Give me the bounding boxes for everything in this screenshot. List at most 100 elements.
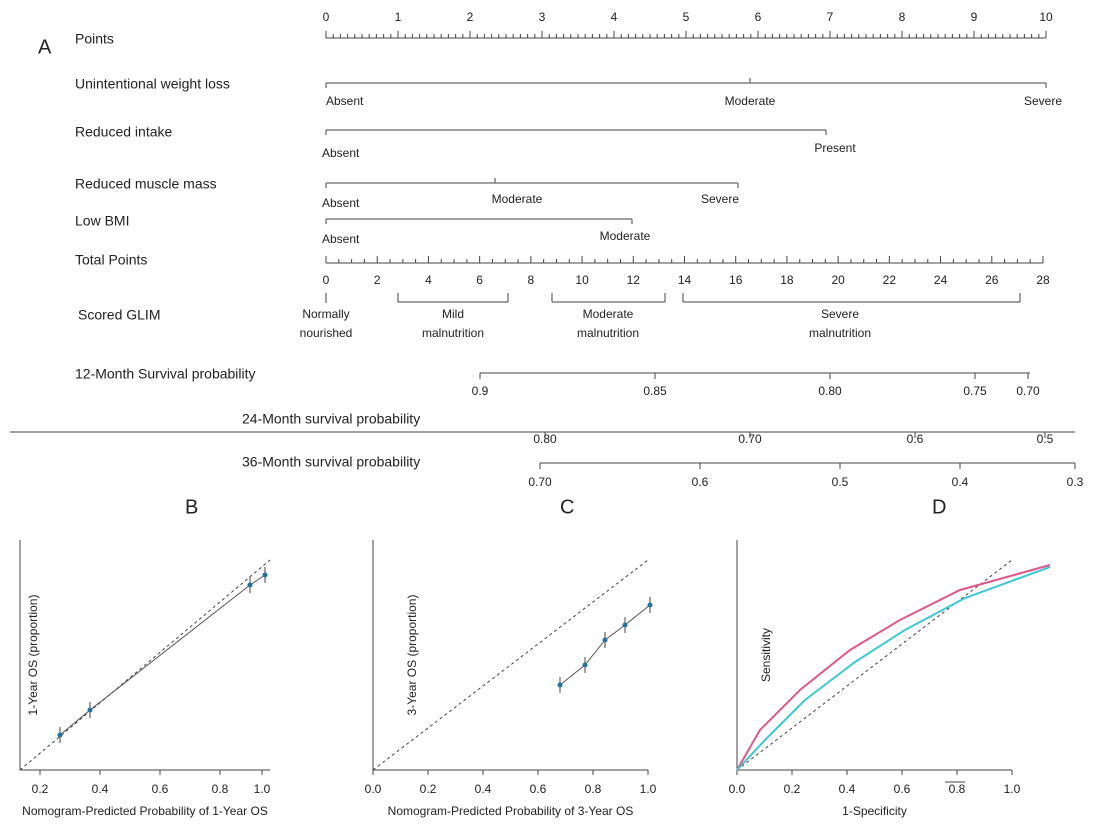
calibration-point	[648, 603, 653, 608]
tick-label: 0.6	[152, 782, 169, 796]
tick-label: 6	[476, 273, 483, 287]
page: {"panel_a": {"label": "A", "points": {"l…	[0, 0, 1105, 827]
tick-label: 0.70	[1016, 384, 1040, 398]
y-axis-title: 1-Year OS (proportion)	[26, 595, 40, 716]
tick-label: 0.0	[729, 782, 746, 796]
calibration-point	[558, 683, 563, 688]
reference-line	[20, 560, 270, 770]
row-label: 36-Month survival probability	[242, 454, 420, 470]
tick-label: 0.3	[1067, 475, 1084, 489]
tick-label: 0.6	[530, 782, 547, 796]
y-axis-title: 3-Year OS (proportion)	[405, 595, 419, 716]
x-axis-title: 1-Specificity	[842, 804, 907, 818]
panel-label: D	[932, 496, 946, 518]
tick-label: 0	[323, 10, 330, 24]
calibration-point	[623, 623, 628, 628]
tick-label: 0.8	[949, 782, 966, 796]
roc-curve	[737, 567, 1050, 770]
panel-label: C	[560, 496, 574, 518]
tick-label: 0.5	[1037, 432, 1054, 446]
tick-label: 0.6	[692, 475, 709, 489]
tick-label: 2	[467, 10, 474, 24]
tick-label: 1.0	[640, 782, 657, 796]
row-label: Points	[75, 31, 114, 47]
tick-label: 8	[899, 10, 906, 24]
tick-label: 0.5	[832, 475, 849, 489]
tick-label: 0.8	[212, 782, 229, 796]
level-label: Moderate	[600, 229, 651, 243]
tick-label: 0.0	[365, 782, 382, 796]
level-label: Absent	[322, 232, 360, 246]
calibration-point	[603, 638, 608, 643]
tick-label: 4	[611, 10, 618, 24]
tick-label: 0.4	[92, 782, 109, 796]
tick-label: 20	[831, 273, 845, 287]
row-label: Low BMI	[75, 213, 129, 229]
tick-label: 0.2	[784, 782, 801, 796]
tick-label: 0.4	[475, 782, 492, 796]
tick-label: 10	[575, 273, 589, 287]
tick-label: 0.70	[738, 432, 762, 446]
level-label: Moderate	[492, 192, 543, 206]
row-label: Reduced muscle mass	[75, 176, 217, 192]
tick-label: 3	[539, 10, 546, 24]
tick-label: 1	[395, 10, 402, 24]
tick-label: 4	[425, 273, 432, 287]
tick-label: 14	[678, 273, 692, 287]
y-axis-title: Sensitivity	[759, 628, 773, 682]
tick-label: 5	[683, 10, 690, 24]
x-axis-title: Nomogram-Predicted Probability of 3-Year…	[388, 804, 634, 818]
tick-label: 0.6	[894, 782, 911, 796]
tick-label: 1.0	[1004, 782, 1021, 796]
x-axis-title: Nomogram-Predicted Probability of 1-Year…	[22, 804, 268, 818]
tick-label: 0.75	[963, 384, 987, 398]
row-label: 24-Month survival probability	[242, 411, 420, 427]
roc-curve	[737, 565, 1050, 770]
tick-label: 6	[755, 10, 762, 24]
calibration-point	[88, 708, 93, 713]
tick-label: 7	[827, 10, 834, 24]
tick-label: 0.9	[472, 384, 489, 398]
tick-label: 0.70	[528, 475, 552, 489]
tick-label: 16	[729, 273, 743, 287]
tick-label: 9	[971, 10, 978, 24]
calibration-point	[583, 663, 588, 668]
calibration-point	[263, 573, 268, 578]
tick-label: 0.85	[643, 384, 667, 398]
row-label: 12-Month Survival probability	[75, 366, 256, 382]
panel-label: A	[38, 36, 52, 58]
tick-label: 1.0	[254, 782, 271, 796]
level-label: Present	[814, 141, 856, 155]
level-label: Absent	[322, 146, 360, 160]
tick-label: 0.6	[907, 432, 924, 446]
tick-label: 18	[780, 273, 794, 287]
reference-line	[737, 560, 1012, 770]
level-label: Absent	[322, 196, 360, 210]
row-label: Unintentional weight loss	[75, 76, 230, 92]
tick-label: 0.4	[952, 475, 969, 489]
tick-label: 28	[1036, 273, 1050, 287]
tick-label: 0.80	[533, 432, 557, 446]
tick-label: 0.8	[585, 782, 602, 796]
panel-label: B	[185, 496, 198, 518]
tick-label: 24	[934, 273, 948, 287]
row-label: Total Points	[75, 252, 147, 268]
tick-label: 2	[374, 273, 381, 287]
level-label: Moderate	[725, 94, 776, 108]
row-label: Reduced intake	[75, 124, 173, 140]
figure: A Points012345678910Unintentional weight…	[0, 0, 1105, 827]
tick-label: 26	[985, 273, 999, 287]
tick-label: 12	[627, 273, 641, 287]
row-label: Scored GLIM	[78, 307, 160, 323]
level-label: Severe	[701, 192, 739, 206]
tick-label: 22	[883, 273, 897, 287]
tick-label: 8	[528, 273, 535, 287]
level-label: Severe	[1024, 94, 1062, 108]
tick-label: 0.2	[32, 782, 49, 796]
tick-label: 0.4	[839, 782, 856, 796]
tick-label: 0	[323, 273, 330, 287]
